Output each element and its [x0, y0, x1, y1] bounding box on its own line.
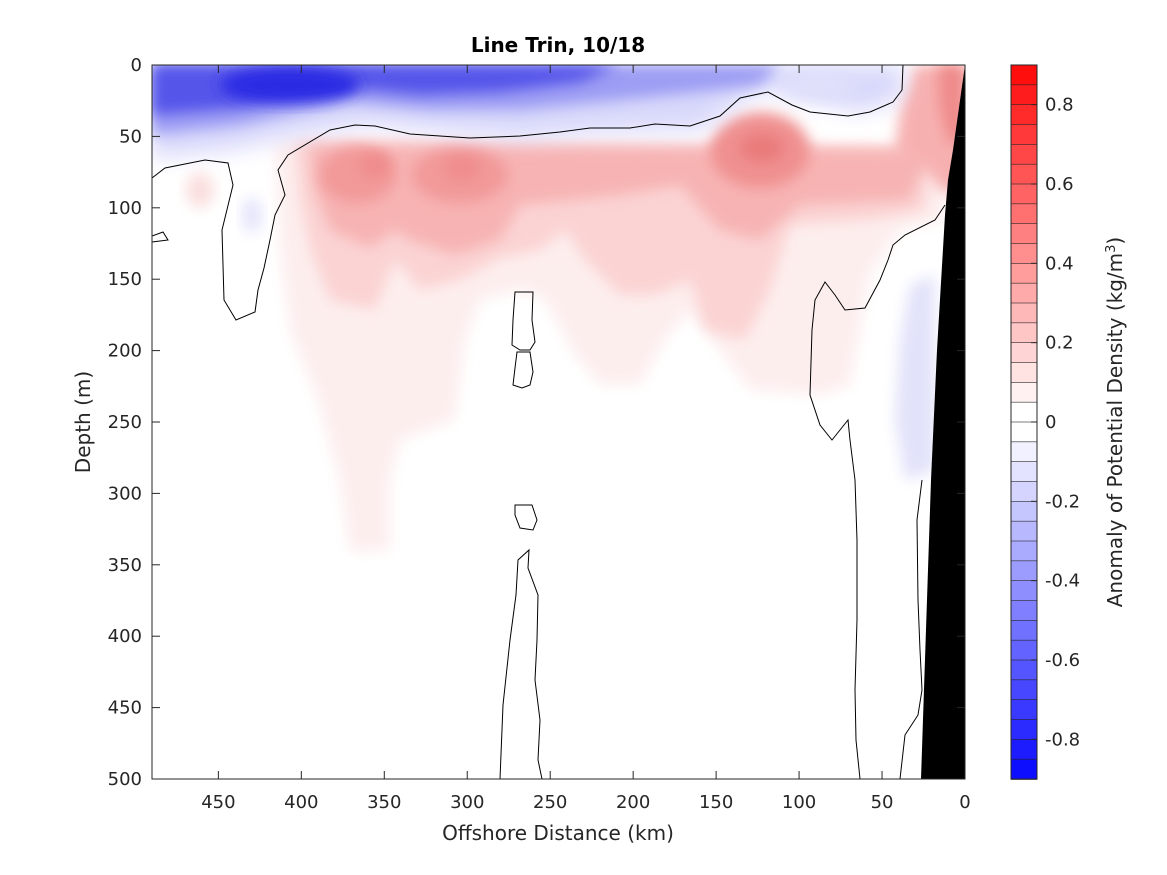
colorbar-level	[1010, 421, 1038, 443]
anomaly-field	[152, 65, 965, 552]
zero-contour-mid-lower	[512, 351, 534, 389]
colorbar-tick-label: 0.6	[1045, 174, 1074, 195]
x-tick-label: 0	[959, 792, 970, 813]
colorbar-level	[1010, 362, 1038, 384]
surface-negative-core	[220, 67, 360, 103]
colorbar-level	[1010, 163, 1038, 185]
colorbar-level	[1010, 203, 1038, 225]
x-tick-label: 150	[699, 792, 733, 813]
colorbar-level	[1010, 540, 1038, 562]
positive-core-west	[320, 147, 396, 203]
x-tick-label: 400	[284, 792, 318, 813]
y-tick-label: 250	[108, 412, 142, 433]
x-axis-label: Offshore Distance (km)	[442, 821, 674, 845]
coastal-negative	[895, 275, 935, 480]
x-tick-label: 300	[450, 792, 484, 813]
colorbar-level	[1010, 659, 1038, 681]
colorbar-level	[1010, 699, 1038, 721]
x-tick-label: 250	[533, 792, 567, 813]
y-tick-label: 400	[108, 626, 142, 647]
colorbar-level	[1010, 639, 1038, 661]
x-tick-label: 50	[871, 792, 894, 813]
colorbar-level	[1010, 243, 1038, 265]
colorbar-level	[1010, 739, 1038, 760]
zero-contour-west-closed	[152, 231, 169, 243]
colorbar-level	[1010, 382, 1038, 403]
y-tick-label: 300	[108, 483, 142, 504]
y-tick-label: 200	[108, 341, 142, 362]
weak-negative-spot	[242, 197, 262, 233]
colorbar-level	[1010, 758, 1038, 780]
colorbar-level	[1010, 580, 1038, 602]
colorbar-level	[1010, 481, 1038, 503]
y-axis-ticks: 0 50 100 150 200 250 300 350 400 450 500	[108, 55, 965, 790]
colorbar-level	[1010, 124, 1038, 146]
colorbar-tick-label: -0.4	[1045, 571, 1080, 592]
colorbar-label: Anomaly of Potential Density (kg/m3)	[1103, 237, 1127, 607]
colorbar-level	[1010, 183, 1038, 205]
positive-core-east-inner	[740, 134, 784, 162]
zero-contour-mid-column	[499, 548, 543, 779]
colorbar-level	[1010, 620, 1038, 641]
colorbar-level	[1010, 560, 1038, 582]
colorbar-level	[1010, 679, 1038, 701]
colorbar-level	[1010, 144, 1038, 165]
y-tick-label: 0	[131, 55, 142, 76]
colorbar-tick-label: 0	[1045, 412, 1056, 433]
colorbar-tick-label: -0.8	[1045, 729, 1080, 750]
colorbar-level	[1010, 342, 1038, 364]
zero-contours	[152, 65, 946, 779]
bathymetry-shelf	[921, 65, 965, 779]
colorbar-level	[1010, 600, 1038, 622]
colorbar-tick-label: -0.6	[1045, 650, 1080, 671]
zero-contour-mid-small	[514, 504, 538, 531]
zero-contour-upper	[152, 65, 904, 321]
colorbar-level	[1010, 282, 1038, 304]
y-tick-label: 500	[108, 769, 142, 790]
x-tick-label: 100	[782, 792, 816, 813]
colorbar-label-close: )	[1103, 237, 1127, 245]
colorbar-level	[1010, 501, 1038, 522]
colorbar-level	[1010, 461, 1038, 483]
colorbar-tick-label: 0.8	[1045, 95, 1074, 116]
colorbar-tick-label: -0.2	[1045, 491, 1080, 512]
colorbar-level	[1010, 104, 1038, 126]
colorbar-tick-label: 0.4	[1045, 253, 1074, 274]
zero-contour-coastal	[899, 479, 923, 779]
colorbar-tick-label: 0.2	[1045, 333, 1074, 354]
zero-contour-east-column	[809, 204, 946, 779]
colorbar-label-main: Anomaly of Potential Density (kg/m	[1103, 253, 1127, 607]
colorbar-level	[1010, 223, 1038, 245]
positive-core-mid-inner	[444, 156, 480, 180]
positive-core-west-inner	[359, 153, 391, 177]
y-tick-label: 350	[108, 555, 142, 576]
colorbar-label-sup: 3	[1104, 245, 1119, 253]
colorbar-level	[1010, 322, 1038, 344]
colorbar-level	[1010, 401, 1038, 423]
y-tick-label: 150	[108, 269, 142, 290]
x-tick-label: 200	[616, 792, 650, 813]
surface-negative-small	[785, 71, 855, 99]
y-tick-label: 50	[119, 126, 142, 147]
x-tick-label: 450	[201, 792, 235, 813]
colorbar-level	[1010, 441, 1038, 463]
colorbar	[1010, 64, 1038, 780]
colorbar-level	[1010, 302, 1038, 324]
colorbar-ticks: 0.8 0.6 0.4 0.2 0 -0.2 -0.4 -0.6 -0.8	[1031, 95, 1080, 750]
chart-title: Line Trin, 10/18	[471, 33, 645, 57]
colorbar-level	[1010, 719, 1038, 741]
y-tick-label: 100	[108, 198, 142, 219]
colorbar-level	[1010, 84, 1038, 106]
colorbar-level	[1010, 64, 1038, 86]
y-axis-label: Depth (m)	[71, 371, 95, 473]
x-axis-ticks: 450 400 350 300 250 200 150 100 50 0	[201, 65, 971, 813]
zero-contour-mid-upper	[511, 291, 536, 351]
colorbar-level	[1010, 520, 1038, 542]
x-tick-label: 350	[367, 792, 401, 813]
y-tick-label: 450	[108, 698, 142, 719]
colorbar-level	[1010, 263, 1038, 284]
weak-positive-spot	[186, 172, 214, 208]
